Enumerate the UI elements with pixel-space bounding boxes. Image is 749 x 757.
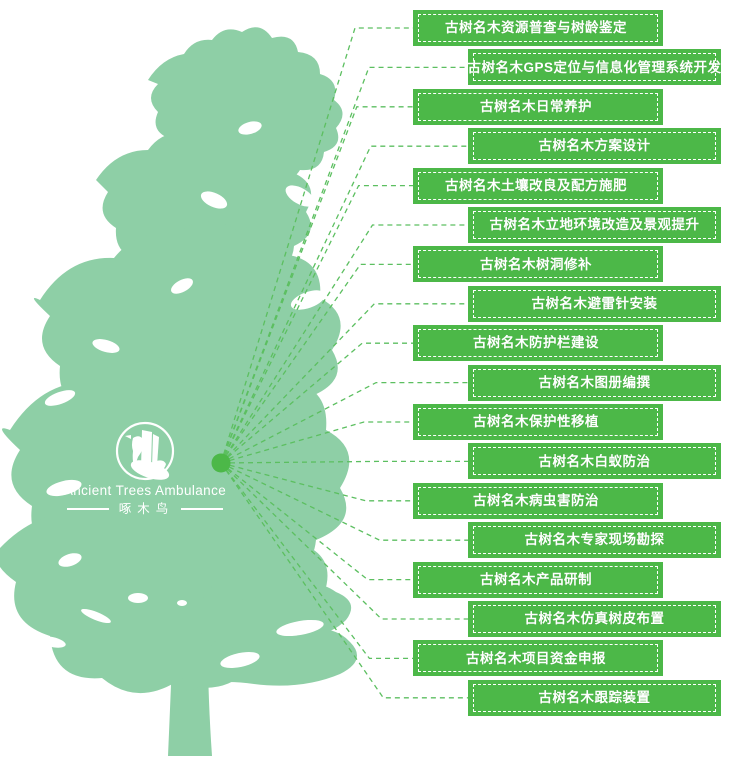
service-label-5[interactable]: 古树名木土壤改良及配方施肥 <box>413 167 663 204</box>
service-label-9[interactable]: 古树名木防护栏建设 <box>413 325 663 362</box>
service-label-17[interactable]: 古树名木项目资金申报 <box>413 640 663 677</box>
service-label-text: 古树名木图册编撰 <box>538 374 651 390</box>
service-label-text: 古树名木避雷针安装 <box>531 296 658 312</box>
service-label-text: 古树名木项目资金申报 <box>466 650 606 666</box>
service-label-text: 古树名木方案设计 <box>538 138 651 154</box>
service-label-1[interactable]: 古树名木资源普查与树龄鉴定 <box>413 10 663 46</box>
service-label-text: 古树名木树洞修补 <box>480 256 592 272</box>
woodpecker-in-circle-icon <box>115 421 175 481</box>
service-label-text: 古树名木立地环境改造及景观提升 <box>489 217 700 233</box>
service-label-text: 古树名木防护栏建设 <box>473 335 599 351</box>
service-label-text: 古树名木跟踪装置 <box>538 690 651 706</box>
logo-chinese-row: 啄木鸟 <box>50 501 240 516</box>
service-label-14[interactable]: 古树名木专家现场勘探 <box>468 522 721 559</box>
logo-english-name: Ancient Trees Ambulance <box>63 483 227 498</box>
service-label-13[interactable]: 古树名木病虫害防治 <box>413 482 663 519</box>
service-label-text: 古树名木保护性移植 <box>473 414 599 430</box>
service-label-11[interactable]: 古树名木保护性移植 <box>413 404 663 440</box>
service-label-text: 古树名木土壤改良及配方施肥 <box>445 177 627 193</box>
service-label-text: 古树名木白蚁防治 <box>538 453 651 469</box>
service-label-text: 古树名木产品研制 <box>480 571 592 587</box>
service-label-12[interactable]: 古树名木白蚁防治 <box>468 443 721 480</box>
service-label-text: 古树名木资源普查与树龄鉴定 <box>445 20 627 36</box>
service-label-8[interactable]: 古树名木避雷针安装 <box>468 285 721 322</box>
service-label-10[interactable]: 古树名木图册编撰 <box>468 364 721 401</box>
service-label-text: 古树名木病虫害防治 <box>473 493 599 509</box>
service-label-4[interactable]: 古树名木方案设计 <box>468 128 721 165</box>
service-label-text: 古树名木仿真树皮布置 <box>524 611 665 627</box>
service-label-3[interactable]: 古树名木日常养护 <box>413 88 663 125</box>
service-label-text: 古树名木GPS定位与信息化管理系统开发 <box>467 59 722 75</box>
logo-chinese-name: 啄木鸟 <box>118 501 175 516</box>
service-label-7[interactable]: 古树名木树洞修补 <box>413 246 663 283</box>
service-label-18[interactable]: 古树名木跟踪装置 <box>468 679 721 716</box>
logo-rule-right <box>181 508 224 510</box>
service-label-16[interactable]: 古树名木仿真树皮布置 <box>468 601 721 637</box>
service-label-15[interactable]: 古树名木产品研制 <box>413 561 663 598</box>
service-label-6[interactable]: 古树名木立地环境改造及景观提升 <box>468 207 721 243</box>
service-label-text: 古树名木日常养护 <box>480 99 592 115</box>
logo: Ancient Trees Ambulance 啄木鸟 <box>50 418 240 528</box>
service-label-2[interactable]: 古树名木GPS定位与信息化管理系统开发 <box>467 49 722 86</box>
service-label-text: 古树名木专家现场勘探 <box>524 532 665 548</box>
logo-rule-left <box>66 508 109 510</box>
